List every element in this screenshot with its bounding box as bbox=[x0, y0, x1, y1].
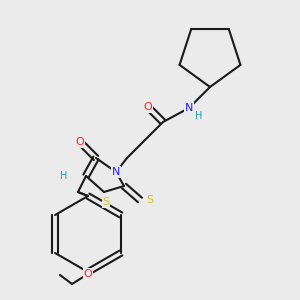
Text: S: S bbox=[146, 195, 154, 205]
Text: H: H bbox=[195, 111, 203, 121]
Text: N: N bbox=[185, 103, 193, 113]
Text: O: O bbox=[76, 137, 84, 147]
Text: O: O bbox=[144, 102, 152, 112]
Text: O: O bbox=[84, 269, 92, 279]
Text: S: S bbox=[102, 197, 110, 207]
Text: H: H bbox=[60, 171, 68, 181]
Text: N: N bbox=[112, 167, 120, 177]
